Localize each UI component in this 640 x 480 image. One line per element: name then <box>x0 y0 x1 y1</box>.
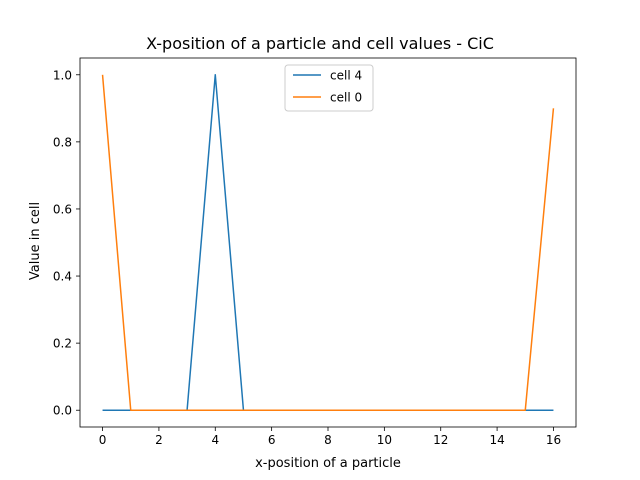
legend-box <box>284 64 374 112</box>
y-tick-label: 0.4 <box>53 270 72 284</box>
y-tick-label: 0.6 <box>53 202 72 216</box>
y-tick-label: 0.0 <box>53 404 72 418</box>
x-tick-label: 10 <box>377 433 392 447</box>
y-tick-label: 0.8 <box>53 135 72 149</box>
series-line-cell-0 <box>101 74 555 411</box>
legend: cell 4 cell 0 <box>284 64 374 112</box>
chart-title: X-position of a particle and cell values… <box>146 34 494 53</box>
y-axis-label: Value in cell <box>28 202 43 280</box>
x-tick-label: 14 <box>489 433 504 447</box>
x-tick-label: 0 <box>99 433 107 447</box>
y-tick-label: 0.2 <box>53 337 72 351</box>
legend-label-cell-0: cell 0 <box>330 91 362 105</box>
legend-label-cell-4: cell 4 <box>330 69 362 83</box>
axes-layer: 0 2 4 6 8 10 12 14 16 0.0 0.2 0.4 0.6 0.8 1.0 <box>53 57 577 447</box>
series-layer <box>101 74 555 411</box>
x-tick-label: 12 <box>433 433 448 447</box>
y-tick-label: 1.0 <box>53 68 72 82</box>
x-tick-label: 2 <box>155 433 163 447</box>
x-tick-label: 8 <box>324 433 332 447</box>
x-tick-label: 16 <box>546 433 561 447</box>
x-tick-label: 4 <box>211 433 219 447</box>
x-axis-label: x-position of a particle <box>255 456 401 471</box>
x-tick-label: 6 <box>268 433 276 447</box>
